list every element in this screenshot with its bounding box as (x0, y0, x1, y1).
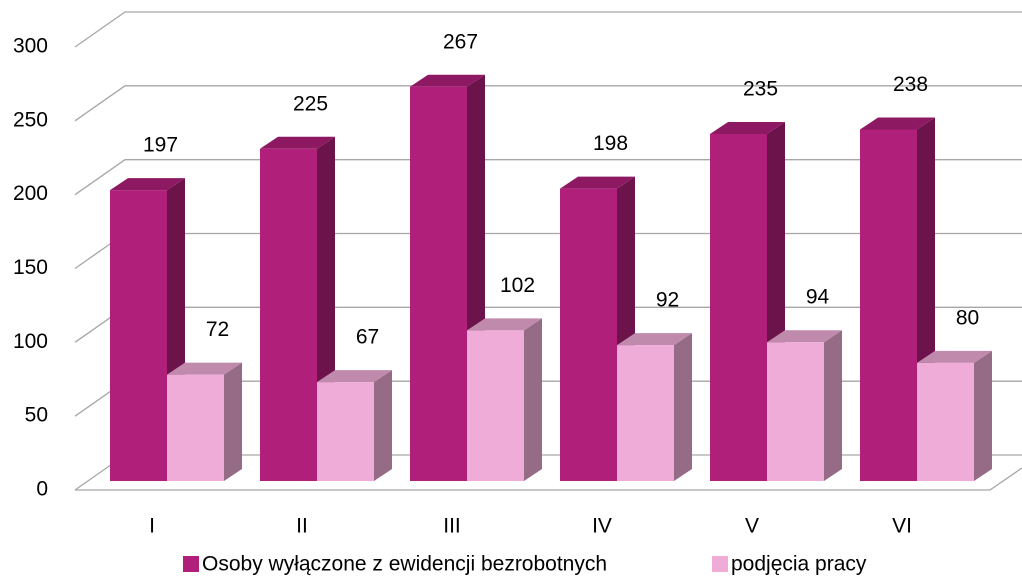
y-tick-label: 50 (25, 404, 48, 427)
value-label: 92 (656, 289, 679, 312)
x-tick-label: V (745, 515, 759, 538)
bar-top (560, 176, 635, 189)
y-tick-label: 300 (13, 35, 48, 58)
value-label: 80 (956, 306, 979, 329)
bar (467, 318, 542, 481)
bar-side (224, 362, 242, 481)
bar-top (917, 350, 992, 363)
bar-front (617, 345, 674, 481)
grid-line (74, 85, 1022, 122)
legend-label: podjęcia pracy (731, 553, 867, 576)
value-label: 267 (443, 30, 478, 53)
legend-swatch (712, 556, 728, 572)
bar-front (167, 374, 224, 481)
bar-front (110, 190, 167, 481)
bar-front (560, 188, 617, 481)
bar-side (824, 330, 842, 481)
bar-top (110, 178, 185, 191)
bar-front (710, 133, 767, 481)
bar (167, 362, 242, 481)
value-label: 235 (743, 78, 778, 101)
bar-top (260, 136, 335, 149)
bar-front (260, 148, 317, 481)
bar-front (860, 129, 917, 481)
x-tick-label: III (443, 515, 461, 538)
bar-side (374, 370, 392, 481)
bar-top (167, 362, 242, 375)
bar-front (467, 330, 524, 481)
bar (110, 178, 185, 481)
bar-side (524, 318, 542, 481)
x-tick-label: I (149, 515, 155, 538)
value-label: 225 (293, 92, 328, 115)
y-tick-label: 0 (36, 478, 48, 501)
x-tick-label: II (296, 515, 308, 538)
x-tick-label: IV (592, 515, 612, 538)
bar (317, 370, 392, 481)
bar (560, 176, 635, 481)
bar-front (917, 362, 974, 481)
legend-label: Osoby wyłączone z ewidencji bezrobotnych (202, 553, 607, 576)
bar-side (674, 333, 692, 481)
grid-line (74, 11, 1022, 48)
bar-front (317, 382, 374, 481)
bar-top (767, 330, 842, 343)
bar-top (317, 370, 392, 383)
legend-swatch (183, 556, 199, 572)
y-tick-label: 150 (13, 256, 48, 279)
value-label: 67 (356, 326, 379, 349)
value-label: 94 (806, 286, 830, 309)
bar-top (410, 74, 485, 87)
bar-front (410, 86, 467, 481)
value-label: 102 (500, 274, 535, 297)
x-tick-label: VI (892, 515, 912, 538)
bar-side (974, 350, 992, 481)
y-tick-label: 200 (13, 182, 48, 205)
y-tick-label: 100 (13, 330, 48, 353)
bar-top (710, 121, 785, 134)
bar (917, 350, 992, 481)
floor (75, 467, 1022, 491)
value-label: 197 (143, 134, 178, 157)
value-label: 72 (206, 318, 229, 341)
bar-top (467, 318, 542, 331)
value-label: 198 (593, 132, 628, 155)
y-tick-label: 250 (13, 108, 48, 131)
bar-top (860, 117, 935, 130)
value-label: 238 (893, 73, 928, 96)
bar (617, 333, 692, 481)
bar (767, 330, 842, 481)
bar-front (767, 342, 824, 481)
bar-top (617, 333, 692, 346)
